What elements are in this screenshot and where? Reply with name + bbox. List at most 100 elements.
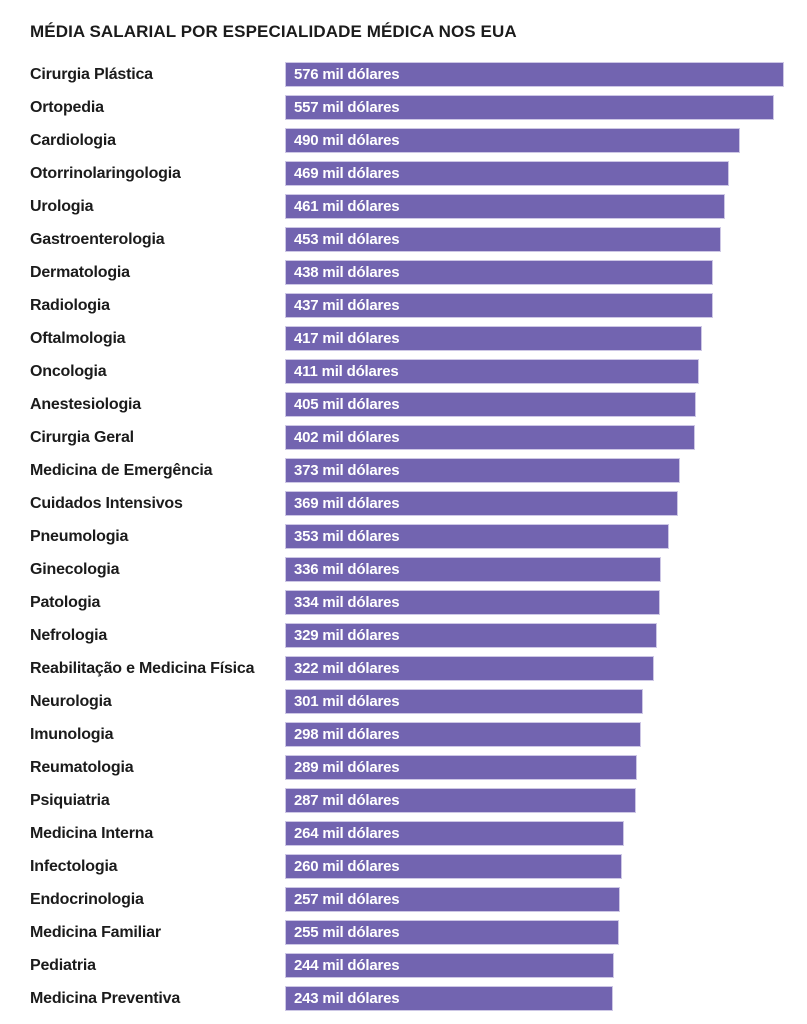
category-label: Urologia: [30, 197, 94, 215]
chart-row: Neurologia 301 mil dólares: [30, 689, 807, 714]
value-label: 469 mil dólares: [294, 165, 400, 182]
bar: 417 mil dólares: [285, 326, 702, 351]
chart-row: Medicina Preventiva 243 mil dólares: [30, 986, 807, 1011]
value-label: 576 mil dólares: [294, 66, 400, 83]
bar: 461 mil dólares: [285, 194, 725, 219]
category-label: Endocrinologia: [30, 890, 144, 908]
bar: 260 mil dólares: [285, 854, 622, 879]
category-label: Imunologia: [30, 725, 114, 743]
bar: 490 mil dólares: [285, 128, 740, 153]
value-label: 373 mil dólares: [294, 462, 400, 479]
value-label: 244 mil dólares: [294, 957, 400, 974]
chart-row: Cardiologia 490 mil dólares: [30, 128, 807, 153]
chart-row: Medicina de Emergência 373 mil dólares: [30, 458, 807, 483]
bar: 453 mil dólares: [285, 227, 721, 252]
value-label: 289 mil dólares: [294, 759, 400, 776]
category-label: Ginecologia: [30, 560, 120, 578]
value-label: 557 mil dólares: [294, 99, 400, 116]
chart-row: Infectologia 260 mil dólares: [30, 854, 807, 879]
category-label: Nefrologia: [30, 626, 108, 644]
value-label: 255 mil dólares: [294, 924, 400, 941]
bar: 402 mil dólares: [285, 425, 695, 450]
chart-row: Cirurgia Geral 402 mil dólares: [30, 425, 807, 450]
chart-row: Patologia 334 mil dólares: [30, 590, 807, 615]
value-label: 411 mil dólares: [294, 363, 399, 380]
value-label: 490 mil dólares: [294, 132, 400, 149]
value-label: 264 mil dólares: [294, 825, 400, 842]
category-label: Cardiologia: [30, 131, 116, 149]
value-label: 369 mil dólares: [294, 495, 400, 512]
bar: 264 mil dólares: [285, 821, 624, 846]
bar: 257 mil dólares: [285, 887, 620, 912]
category-label: Neurologia: [30, 692, 112, 710]
category-label: Cirurgia Geral: [30, 428, 134, 446]
bar: 329 mil dólares: [285, 623, 657, 648]
bar: 289 mil dólares: [285, 755, 637, 780]
bar: 438 mil dólares: [285, 260, 713, 285]
value-label: 336 mil dólares: [294, 561, 400, 578]
value-label: 437 mil dólares: [294, 297, 400, 314]
chart-row: Ortopedia 557 mil dólares: [30, 95, 807, 120]
bar: 287 mil dólares: [285, 788, 636, 813]
bar: 298 mil dólares: [285, 722, 641, 747]
bar: 244 mil dólares: [285, 953, 614, 978]
chart-row: Dermatologia 438 mil dólares: [30, 260, 807, 285]
chart-row: Gastroenterologia 453 mil dólares: [30, 227, 807, 252]
chart-row: Nefrologia 329 mil dólares: [30, 623, 807, 648]
category-label: Cirurgia Plástica: [30, 65, 153, 83]
bar: 336 mil dólares: [285, 557, 661, 582]
bar: 243 mil dólares: [285, 986, 613, 1011]
chart-row: Oncologia 411 mil dólares: [30, 359, 807, 384]
value-label: 257 mil dólares: [294, 891, 400, 908]
bar-chart: Cirurgia Plástica 576 mil dólares Ortopedi…: [30, 62, 807, 1011]
category-label: Reabilitação e Medicina Física: [30, 659, 255, 677]
chart-row: Cirurgia Plástica 576 mil dólares: [30, 62, 807, 87]
bar: 353 mil dólares: [285, 524, 669, 549]
bar: 334 mil dólares: [285, 590, 660, 615]
value-label: 405 mil dólares: [294, 396, 400, 413]
value-label: 334 mil dólares: [294, 594, 400, 611]
chart-row: Otorrinolaringologia 469 mil dólares: [30, 161, 807, 186]
bar: 373 mil dólares: [285, 458, 680, 483]
category-label: Psiquiatria: [30, 791, 110, 809]
category-label: Anestesiologia: [30, 395, 142, 413]
chart-row: Endocrinologia 257 mil dólares: [30, 887, 807, 912]
category-label: Cuidados Intensivos: [30, 494, 183, 512]
chart-row: Medicina Familiar 255 mil dólares: [30, 920, 807, 945]
bar: 469 mil dólares: [285, 161, 729, 186]
category-label: Reumatologia: [30, 758, 134, 776]
bar: 369 mil dólares: [285, 491, 678, 516]
category-label: Ortopedia: [30, 98, 104, 116]
chart-row: Ginecologia 336 mil dólares: [30, 557, 807, 582]
value-label: 453 mil dólares: [294, 231, 400, 248]
value-label: 461 mil dólares: [294, 198, 400, 215]
category-label: Dermatologia: [30, 263, 130, 281]
chart-title: MÉDIA SALARIAL POR ESPECIALIDADE MÉDICA …: [30, 22, 517, 41]
category-label: Medicina Preventiva: [30, 989, 181, 1007]
value-label: 417 mil dólares: [294, 330, 400, 347]
category-label: Pneumologia: [30, 527, 129, 545]
value-label: 287 mil dólares: [294, 792, 400, 809]
category-label: Oftalmologia: [30, 329, 126, 347]
category-label: Oncologia: [30, 362, 107, 380]
chart-row: Anestesiologia 405 mil dólares: [30, 392, 807, 417]
bar: 405 mil dólares: [285, 392, 696, 417]
chart-row: Urologia 461 mil dólares: [30, 194, 807, 219]
category-label: Pediatria: [30, 956, 96, 974]
chart-row: Cuidados Intensivos 369 mil dólares: [30, 491, 807, 516]
bar: 557 mil dólares: [285, 95, 774, 120]
bar: 437 mil dólares: [285, 293, 713, 318]
category-label: Medicina de Emergência: [30, 461, 213, 479]
value-label: 402 mil dólares: [294, 429, 400, 446]
chart-row: Pediatria 244 mil dólares: [30, 953, 807, 978]
chart-row: Radiologia 437 mil dólares: [30, 293, 807, 318]
chart-row: Reabilitação e Medicina Física 322 mil dó…: [30, 656, 807, 681]
category-label: Gastroenterologia: [30, 230, 165, 248]
bar: 322 mil dólares: [285, 656, 654, 681]
value-label: 243 mil dólares: [294, 990, 400, 1007]
bar: 576 mil dólares: [285, 62, 784, 87]
value-label: 329 mil dólares: [294, 627, 400, 644]
category-label: Patologia: [30, 593, 101, 611]
bar: 301 mil dólares: [285, 689, 643, 714]
